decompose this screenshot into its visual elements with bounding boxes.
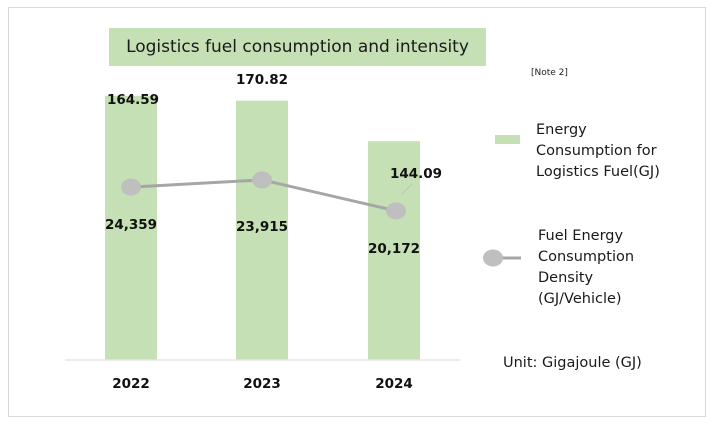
density-marker-2024: [386, 202, 406, 220]
legend-marker-swatch: [483, 249, 503, 267]
x-tick-label: 2022: [112, 376, 150, 392]
legend-line-line: Fuel Energy: [538, 228, 624, 244]
legend-line-line: Consumption: [538, 249, 635, 265]
bar-value-label: 20,172: [368, 241, 420, 257]
density-value-label: 164.59: [107, 92, 159, 108]
x-tick-label: 2023: [243, 376, 281, 392]
density-marker-2023: [252, 171, 272, 189]
legend-line-line: (GJ/Vehicle): [538, 291, 622, 307]
legend-bar-line: Consumption for: [536, 143, 657, 159]
density-label-leader: [401, 183, 413, 195]
bar-2023: [236, 100, 288, 360]
legend-bar-line: Energy: [536, 122, 587, 138]
bar-value-label: 23,915: [236, 219, 288, 235]
legend-bar-label: Energy Consumption for Logistics Fuel(GJ…: [536, 120, 660, 183]
density-value-label: 170.82: [236, 72, 288, 88]
legend-line-line: Density: [538, 270, 594, 286]
x-tick-label: 2024: [375, 376, 413, 392]
bar-2024: [368, 141, 420, 360]
unit-label: Unit: Gigajoule (GJ): [503, 355, 642, 371]
legend-bar-line: Logistics Fuel(GJ): [536, 164, 660, 180]
legend-line-label: Fuel Energy Consumption Density (GJ/Vehi…: [538, 226, 634, 310]
bar-value-label: 24,359: [105, 217, 157, 233]
density-marker-2022: [121, 178, 141, 196]
legend-bar-swatch: [495, 135, 520, 144]
density-value-label: 144.09: [390, 166, 442, 182]
chart-note: [Note 2]: [531, 68, 568, 78]
bar-2022: [105, 95, 157, 361]
chart-title: Logistics fuel consumption and intensity: [109, 28, 486, 66]
